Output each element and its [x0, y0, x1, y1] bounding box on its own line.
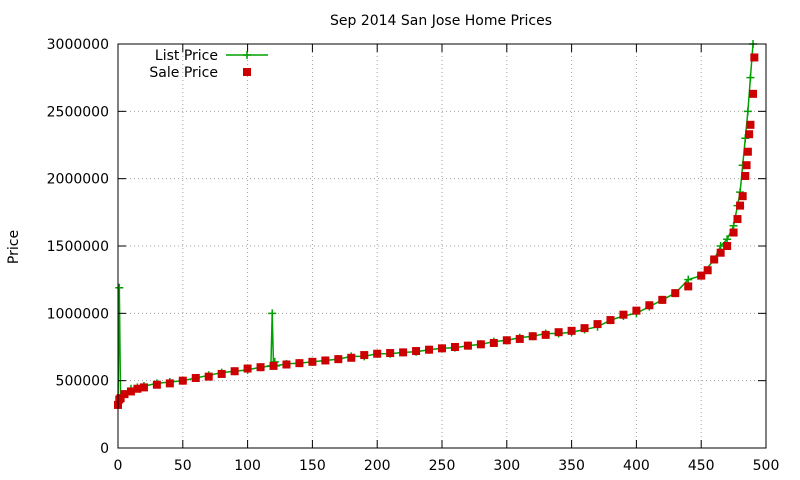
sale-price-point: [736, 201, 745, 210]
sale-price-point: [373, 349, 382, 358]
sale-price-point: [489, 338, 498, 347]
sale-price-point: [745, 130, 754, 139]
sale-price-point: [438, 344, 446, 353]
sale-price-point: [204, 372, 213, 381]
list-price-point: [115, 283, 124, 292]
legend-marker-list-price: [243, 51, 251, 59]
sale-price-point: [729, 228, 738, 237]
sale-price-point: [697, 271, 706, 280]
sale-price-point: [399, 348, 408, 357]
sale-price-point: [528, 332, 537, 341]
sale-price-point: [746, 120, 755, 129]
sale-price-point: [619, 310, 628, 319]
sale-price-point: [515, 334, 524, 343]
sale-price-point: [412, 347, 421, 356]
list-price-point: [684, 275, 693, 284]
sale-price-point: [139, 383, 148, 392]
sale-price-point: [178, 376, 187, 385]
sale-price-point: [723, 242, 732, 250]
sale-price-point: [243, 364, 252, 373]
x-tick-label: 150: [299, 458, 326, 474]
sale-price-point: [593, 320, 602, 329]
sale-price-point: [476, 340, 485, 349]
sale-price-point: [217, 369, 226, 378]
y-tick-label: 1500000: [47, 239, 109, 255]
sale-price-point: [580, 324, 589, 333]
sale-price-point: [671, 289, 680, 298]
x-tick-label: 0: [114, 458, 123, 474]
sale-price-point: [703, 266, 712, 275]
y-tick-label: 2000000: [47, 172, 109, 188]
sale-price-point: [450, 343, 459, 351]
list-price-point: [723, 235, 732, 244]
chart-title: Sep 2014 San Jose Home Prices: [330, 13, 552, 29]
y-tick-label: 3000000: [47, 37, 109, 53]
sale-price-point: [749, 89, 758, 98]
list-price-point: [746, 73, 755, 82]
y-tick-label: 2500000: [47, 104, 109, 120]
sale-price-point: [684, 282, 693, 291]
sale-price-point: [321, 356, 330, 365]
sale-price-point: [733, 215, 742, 224]
x-tick-label: 100: [234, 458, 261, 474]
sale-price-point: [256, 363, 265, 372]
legend-marker-sale-price: [243, 68, 251, 76]
sale-price-point: [386, 349, 395, 358]
sale-price-point: [120, 390, 129, 399]
sale-price-point: [738, 192, 747, 201]
y-tick-label: 0: [100, 441, 109, 457]
x-tick-label: 300: [493, 458, 520, 474]
sale-price-point: [230, 367, 239, 376]
list-price-point: [268, 309, 277, 318]
sale-price-point: [116, 394, 125, 403]
x-tick-label: 450: [688, 458, 715, 474]
x-tick-label: 350: [558, 458, 585, 474]
legend-label-list-price: List Price: [155, 48, 218, 64]
y-tick-label: 500000: [56, 374, 109, 390]
sale-price-point: [347, 353, 356, 362]
sale-price-point: [282, 360, 291, 369]
sale-price-point: [191, 373, 200, 382]
sale-price-point: [295, 359, 304, 368]
sale-price-point: [269, 361, 278, 370]
legend: List Price Sale Price: [149, 48, 268, 81]
sale-price-point: [152, 380, 161, 389]
sale-price-point: [710, 255, 719, 264]
sale-price-point: [750, 53, 759, 62]
sale-price-point: [658, 295, 667, 304]
sale-price-point: [742, 161, 751, 170]
sale-price-point: [632, 306, 641, 315]
sale-price-point: [360, 351, 369, 360]
sale-price-point: [334, 355, 343, 364]
x-tick-label: 500: [753, 458, 780, 474]
x-tick-label: 200: [364, 458, 391, 474]
sale-price-point: [425, 345, 434, 354]
sale-price-point: [716, 248, 725, 257]
sale-price-point: [554, 328, 563, 337]
sale-price-point: [645, 301, 654, 310]
sale-price-point: [743, 147, 752, 156]
sale-price-point: [541, 330, 550, 339]
legend-label-sale-price: Sale Price: [149, 65, 218, 81]
y-axis-label: Price: [6, 230, 22, 264]
y-tick-label: 1000000: [47, 306, 109, 322]
sale-price-point: [502, 336, 511, 345]
sale-price-point: [463, 341, 472, 350]
x-tick-label: 400: [623, 458, 650, 474]
x-tick-label: 250: [429, 458, 456, 474]
axis-ticks: 0 50 100 150 200 250 300 350 400 450 500 0 500000 100…: [47, 37, 780, 474]
sale-price-point: [165, 379, 174, 388]
sale-price-point: [606, 316, 615, 325]
sale-price-point: [741, 171, 750, 180]
list-price-point: [743, 107, 752, 116]
x-tick-label: 50: [174, 458, 192, 474]
sale-price-point: [133, 384, 142, 393]
list-price-point: [729, 221, 738, 230]
sale-price-point: [126, 387, 135, 396]
sale-price-point: [567, 326, 576, 335]
sale-price-point: [308, 357, 317, 366]
